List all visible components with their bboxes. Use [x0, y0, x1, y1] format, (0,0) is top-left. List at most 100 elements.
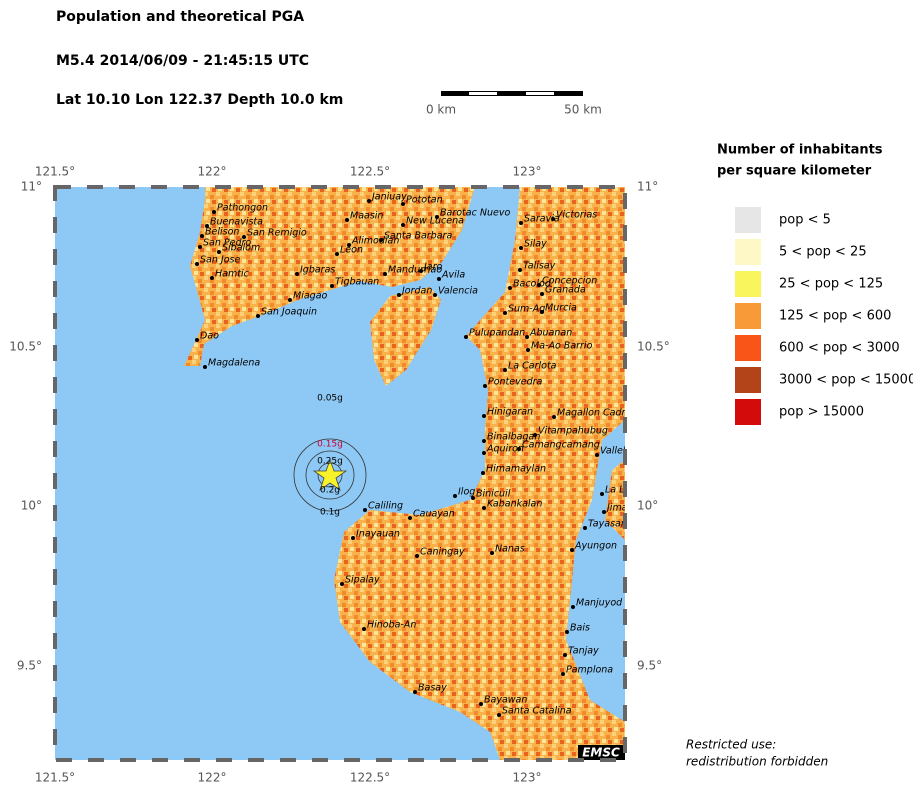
city-dot [482, 439, 486, 443]
city-label: Sipalay [345, 575, 380, 586]
city-dot [437, 277, 441, 281]
axes: 121.5° 121.5° 122° 122° 122.5° 122.5° 123° 123°… [9, 165, 669, 785]
legend-label: pop < 5 [779, 213, 831, 228]
city-dot [433, 293, 437, 297]
city-dot [419, 269, 423, 273]
location: Lat 10.10 Lon 122.37 Depth 10.0 km [56, 92, 343, 108]
city-label: Tayasan [588, 519, 627, 530]
city-dot [517, 447, 521, 451]
city-label: New Lucena [406, 216, 464, 227]
cebu [605, 460, 625, 540]
legend-label: 125 < pop < 600 [779, 309, 891, 324]
city-label: Maasin [350, 211, 383, 222]
city-label: Vitampahubug [538, 426, 608, 437]
city-label: Aquiron [486, 444, 524, 455]
city-dot [563, 653, 567, 657]
left-tick-label: 11° [21, 180, 42, 194]
city-label: Saravia [524, 214, 560, 225]
title: Population and theoretical PGA [56, 9, 304, 25]
city-label: La Carlota [508, 361, 557, 372]
city-dot [379, 238, 383, 242]
city-dot [340, 582, 344, 586]
city-dot [497, 713, 501, 717]
city-dot [565, 630, 569, 634]
city-dot [490, 551, 494, 555]
left-tick-label: 10.5° [9, 340, 42, 354]
city-dot [288, 298, 292, 302]
map: Janiuay Pototan Barotac Nuevo Maasin New Luc… [55, 187, 665, 760]
city-label: Camangcamang [522, 440, 600, 451]
city-dot [551, 217, 555, 221]
city-dot [482, 506, 486, 510]
city-label: Bayawan [484, 695, 527, 706]
city-label: Pontevedra [488, 377, 543, 388]
pga-label: 0.15g [317, 440, 343, 450]
city-label: Jaro [422, 262, 443, 273]
city-label: Silay [524, 239, 547, 250]
pga-label: 0.05g [317, 394, 343, 404]
epicenter [312, 458, 348, 492]
city-dot [435, 215, 439, 219]
city-dot [464, 335, 468, 339]
city-dot [345, 218, 349, 222]
city-dot [330, 284, 334, 288]
city-label: Basay [418, 683, 447, 694]
city-dot [503, 311, 507, 315]
city-dot [195, 262, 199, 266]
footer-note: redistribution forbidden [686, 755, 828, 769]
scale-start: 0 km [426, 103, 456, 117]
city-label: Pamplona [566, 665, 613, 676]
city-dot [347, 243, 351, 247]
legend-swatch [735, 207, 761, 233]
city-label: San Pedro [203, 238, 251, 249]
city-label: Valencia [438, 286, 478, 297]
city-label: Murcia [545, 303, 577, 314]
city-dot [242, 235, 246, 239]
city-dot [571, 605, 575, 609]
city-label: Miagao [293, 291, 328, 302]
bottom-tick-label: 122.5° [350, 771, 390, 785]
negros [334, 187, 625, 760]
city-label: Hamtic [215, 269, 250, 280]
city-dot [508, 286, 512, 290]
city-label: Pototan [406, 195, 443, 206]
city-label: Vallehermoso [600, 446, 665, 457]
city-dot [198, 245, 202, 249]
city-dot [483, 384, 487, 388]
city-dot [256, 314, 260, 318]
city-label: Manjuyod [576, 598, 623, 609]
footer-note: Restricted use: [686, 738, 776, 752]
logo-box [578, 745, 625, 760]
city-label: Himamaylan [486, 464, 546, 475]
city-label: Caliling [368, 501, 403, 512]
city-dot [482, 451, 486, 455]
top-tick-label: 122.5° [350, 165, 390, 179]
right-tick-label: 11° [637, 180, 658, 194]
city-dot [335, 252, 339, 256]
legend-swatch [735, 239, 761, 265]
city-label: Granada [545, 285, 586, 296]
legend-swatch [735, 271, 761, 297]
bottom-tick-label: 122° [198, 771, 227, 785]
city-label: Nanas [495, 544, 525, 555]
city-dot [397, 293, 401, 297]
city-label: Concepcion [542, 276, 597, 287]
city-label: Cauayan [413, 509, 455, 520]
city-dot [203, 365, 207, 369]
legend-label: 25 < pop < 125 [779, 277, 883, 292]
city-label: Buenavista [210, 217, 263, 228]
city-dot [540, 292, 544, 296]
city-dot [482, 414, 486, 418]
city-label: Ma-Ao Barrio [531, 341, 593, 352]
legend-swatch [735, 303, 761, 329]
city-dot [561, 672, 565, 676]
legend-title: Number of inhabitants [717, 143, 883, 158]
city-dot [533, 433, 537, 437]
city-label: Hinoba-An [367, 620, 416, 631]
city-dot [363, 508, 367, 512]
city-dot [600, 492, 604, 496]
city-dot [518, 268, 522, 272]
panay [184, 187, 475, 366]
city-label: Binicuil [476, 489, 511, 500]
